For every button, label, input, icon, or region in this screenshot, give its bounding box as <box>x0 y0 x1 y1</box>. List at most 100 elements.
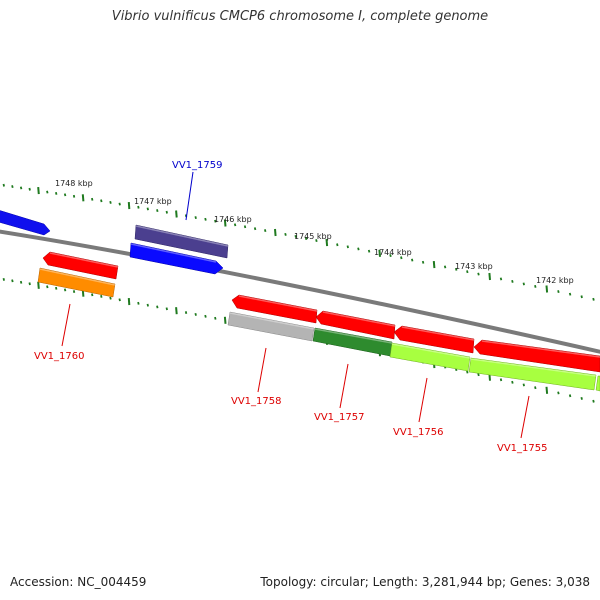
ruler-minor-tick <box>389 254 392 258</box>
gene-vv1-1759-region[interactable] <box>134 224 229 259</box>
scale-label: 1745 kbp <box>294 232 332 241</box>
gene-label-vv1-1758[interactable]: VV1_1758 <box>231 396 282 407</box>
ruler-minor-tick <box>522 383 525 387</box>
ruler-minor-tick <box>534 386 537 390</box>
scale-label: 1746 kbp <box>214 215 252 224</box>
ruler-minor-tick <box>63 288 67 292</box>
callout-line-vv1-1758 <box>257 347 267 393</box>
gene-vv1-1757-arrow[interactable] <box>315 310 396 340</box>
scale-labels: 1748 kbp 1747 kbp 1746 kbp 1745 kbp 1744… <box>55 179 574 285</box>
ruler-minor-tick <box>156 305 159 309</box>
gene-region-edge[interactable] <box>595 375 600 392</box>
gene-label-vv1-1759[interactable]: VV1_1759 <box>172 160 223 171</box>
ruler-minor-tick <box>367 249 371 253</box>
ruler-minor-tick <box>411 258 414 262</box>
ruler-minor-tick <box>214 316 217 320</box>
gene-vv1-1755-arrow[interactable] <box>473 339 600 373</box>
ruler-minor-tick <box>466 370 469 374</box>
gene-label-vv1-1757[interactable]: VV1_1757 <box>314 412 365 423</box>
scale-label: 1742 kbp <box>536 276 574 285</box>
ruler-major-tick <box>488 272 491 281</box>
gene-vv1-1759-arrow[interactable] <box>129 242 224 275</box>
gene-arrow[interactable] <box>0 209 51 236</box>
ruler-minor-tick <box>194 312 197 316</box>
ruler-major-tick <box>175 210 178 218</box>
ruler-minor-tick <box>165 210 168 214</box>
ruler-major-tick <box>127 298 131 306</box>
ruler-minor-tick <box>63 193 67 197</box>
ruler-minor-tick <box>443 265 447 269</box>
ruler-minor-tick <box>19 280 23 284</box>
ruler-major-tick <box>274 228 277 237</box>
ruler-minor-tick <box>146 207 149 211</box>
ruler-minor-tick <box>315 239 318 243</box>
ruler-minor-tick <box>580 396 583 400</box>
ruler-minor-tick <box>304 237 308 241</box>
callout-line-vv1-1755 <box>520 395 530 439</box>
ruler-minor-tick <box>568 292 572 296</box>
ruler-minor-tick <box>400 256 403 260</box>
ruler-minor-tick <box>156 209 159 213</box>
ruler-minor-tick <box>2 277 5 281</box>
gene-vv1-1760-region[interactable] <box>37 267 116 298</box>
ruler-minor-tick <box>137 301 140 305</box>
ruler-minor-tick <box>118 202 121 206</box>
gene-vv1-1758-arrow[interactable] <box>231 294 318 324</box>
ruler-minor-tick <box>204 314 207 318</box>
genome-backbone <box>0 229 600 354</box>
ruler-minor-tick <box>19 186 23 190</box>
gene-vv1-1756-arrow[interactable] <box>393 325 475 354</box>
ruler-minor-tick <box>46 190 49 194</box>
ruler-minor-tick <box>118 298 121 302</box>
gene-label-vv1-1760[interactable]: VV1_1760 <box>34 351 85 362</box>
ruler-minor-tick <box>477 373 480 377</box>
ruler-minor-tick <box>91 293 94 297</box>
gene-vv1-1755-region[interactable] <box>468 357 597 391</box>
scale-label: 1744 kbp <box>374 248 412 257</box>
ruler-major-tick <box>37 187 40 195</box>
ruler-minor-tick <box>477 272 480 276</box>
accession-text: Accession: NC_004459 <box>10 575 147 589</box>
gene-vv1-1756-region[interactable] <box>389 342 471 372</box>
ruler-minor-tick <box>165 307 168 311</box>
ruler-minor-tick <box>28 187 31 191</box>
ruler-outer <box>2 183 595 301</box>
ruler-minor-tick <box>264 229 267 233</box>
ruler-minor-tick <box>46 285 49 289</box>
gene-label-vv1-1756[interactable]: VV1_1756 <box>393 427 444 438</box>
ruler-minor-tick <box>137 205 140 209</box>
ruler-minor-tick <box>55 191 58 195</box>
ruler-minor-tick <box>592 297 595 301</box>
ruler-minor-tick <box>11 279 14 283</box>
ruler-minor-tick <box>55 286 58 290</box>
ruler-minor-tick <box>511 380 514 384</box>
gene-vv1-1760-arrow[interactable] <box>42 251 119 280</box>
ruler-minor-tick <box>336 243 339 247</box>
gene-label-vv1-1755[interactable]: VV1_1755 <box>497 443 548 454</box>
callout-line-vv1-1760 <box>61 303 71 347</box>
ruler-minor-tick <box>421 260 425 264</box>
ruler-minor-tick <box>91 197 94 201</box>
ruler-major-tick <box>545 285 549 293</box>
ruler-minor-tick <box>109 296 112 300</box>
ruler-minor-tick <box>204 217 207 221</box>
ruler-major-tick <box>325 239 329 247</box>
gene-vv1-1758-region[interactable] <box>227 311 315 342</box>
ruler-minor-tick <box>557 290 560 294</box>
callout-line-vv1-1756 <box>418 377 428 423</box>
gene-features <box>0 209 600 392</box>
ruler-minor-tick <box>72 290 76 293</box>
ruler-minor-tick <box>466 270 469 274</box>
ruler-minor-tick <box>72 194 76 198</box>
ruler-major-tick <box>378 249 381 257</box>
ruler-major-tick <box>81 194 85 202</box>
ruler-major-tick <box>127 202 131 210</box>
ruler-minor-tick <box>194 216 197 220</box>
ruler-minor-tick <box>233 223 237 227</box>
ruler-major-tick <box>175 307 178 315</box>
ruler-minor-tick <box>592 399 595 403</box>
ruler-minor-tick <box>284 232 287 236</box>
ruler-minor-tick <box>557 391 560 395</box>
